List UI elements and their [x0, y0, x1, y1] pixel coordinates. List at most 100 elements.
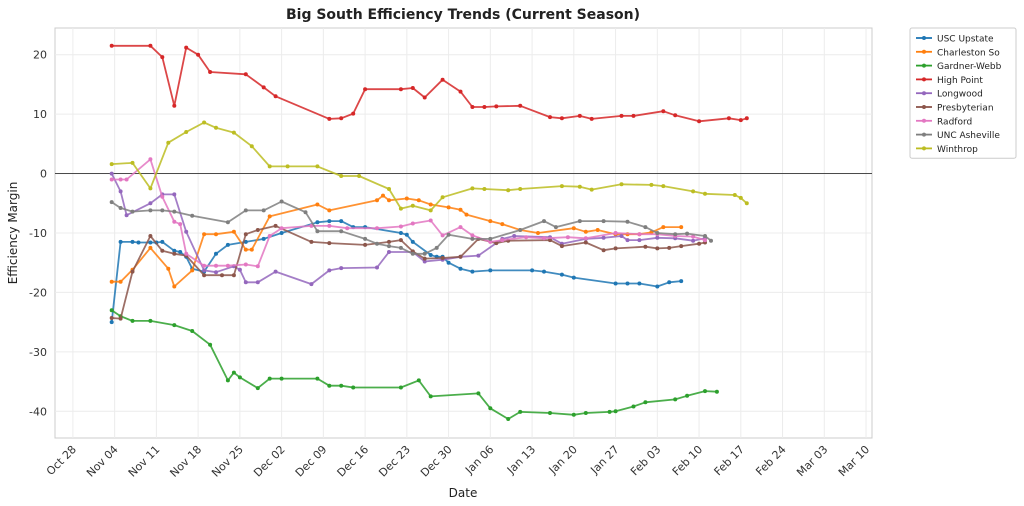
data-point-charleston-so: [428, 202, 433, 207]
series-line-presbyterian: [111, 224, 706, 320]
data-point-unc-asheville: [601, 219, 606, 224]
data-point-charleston-so: [446, 205, 451, 210]
data-point-unc-asheville: [434, 245, 439, 250]
data-point-high-point: [440, 77, 445, 82]
data-point-high-point: [458, 89, 463, 94]
data-point-gardner-webb: [416, 378, 421, 383]
data-point-usc-upstate: [613, 281, 618, 286]
data-point-gardner-webb: [208, 342, 213, 347]
data-point-winthrop: [559, 184, 564, 189]
data-point-winthrop: [691, 189, 696, 194]
data-point-presbyterian: [398, 238, 403, 243]
data-point-presbyterian: [109, 316, 114, 320]
data-point-presbyterian: [160, 248, 165, 253]
data-point-presbyterian: [118, 316, 123, 321]
data-point-presbyterian: [613, 246, 618, 251]
data-point-gardner-webb: [685, 393, 690, 398]
legend-label-longwood: Longwood: [937, 90, 983, 100]
data-point-charleston-so: [231, 229, 236, 234]
data-point-charleston-so: [166, 266, 171, 271]
data-point-gardner-webb: [714, 389, 719, 394]
data-point-high-point: [631, 113, 636, 118]
data-point-unc-asheville: [387, 244, 391, 249]
data-point-charleston-so: [327, 208, 332, 213]
data-point-high-point: [273, 94, 278, 99]
data-point-usc-upstate: [136, 240, 141, 245]
data-point-unc-asheville: [542, 219, 546, 224]
data-point-gardner-webb: [351, 385, 356, 390]
y-tick-label: 20: [33, 49, 47, 62]
legend-marker-charleston-so: [922, 49, 926, 54]
data-point-high-point: [243, 72, 248, 77]
data-point-winthrop: [398, 206, 403, 211]
data-point-radford: [524, 235, 529, 240]
data-point-gardner-webb: [148, 318, 153, 323]
data-point-winthrop: [440, 195, 445, 200]
data-point-charleston-so: [500, 222, 505, 227]
data-point-radford: [613, 231, 618, 235]
data-point-presbyterian: [440, 256, 445, 260]
data-point-charleston-so: [214, 232, 218, 237]
data-point-charleston-so: [249, 247, 254, 252]
data-point-winthrop: [387, 187, 391, 191]
data-point-longwood: [619, 234, 624, 238]
x-tick-label: Dec 30: [418, 443, 455, 480]
y-tick-label: 0: [40, 168, 47, 181]
data-point-usc-upstate: [148, 240, 153, 245]
data-point-radford: [500, 238, 505, 243]
data-point-longwood: [109, 171, 114, 176]
x-tick-label: Jan 06: [462, 443, 496, 477]
data-point-presbyterian: [130, 269, 135, 274]
data-point-presbyterian: [643, 244, 648, 249]
data-point-high-point: [589, 116, 594, 121]
data-point-usc-upstate: [488, 268, 493, 273]
data-point-winthrop: [470, 186, 475, 191]
data-point-radford: [172, 219, 177, 224]
data-point-radford: [124, 177, 129, 182]
data-point-usc-upstate: [109, 320, 114, 325]
data-point-presbyterian: [309, 239, 314, 244]
y-tick-label: -10: [29, 227, 47, 240]
x-tick-label: Feb 24: [753, 443, 788, 478]
data-point-high-point: [109, 43, 114, 48]
data-point-unc-asheville: [243, 208, 248, 213]
data-point-radford: [703, 238, 707, 243]
data-point-presbyterian: [583, 240, 588, 245]
data-point-usc-upstate: [225, 242, 230, 247]
data-point-winthrop: [202, 120, 207, 125]
data-point-usc-upstate: [637, 281, 642, 286]
data-point-longwood: [691, 238, 696, 243]
data-point-usc-upstate: [667, 280, 672, 285]
data-point-winthrop: [589, 187, 594, 192]
legend-marker-winthrop: [922, 146, 926, 151]
data-point-high-point: [494, 104, 499, 109]
data-point-high-point: [738, 118, 743, 123]
data-point-unc-asheville: [488, 236, 493, 241]
legend-marker-usc-upstate: [922, 36, 926, 40]
legend-label-high-point: High Point: [937, 76, 983, 86]
data-point-charleston-so: [243, 247, 248, 252]
data-point-longwood: [273, 269, 278, 274]
data-point-usc-upstate: [655, 284, 660, 289]
data-point-charleston-so: [661, 225, 666, 230]
data-point-gardner-webb: [506, 417, 511, 421]
data-point-usc-upstate: [410, 239, 415, 244]
data-point-gardner-webb: [518, 409, 523, 414]
x-tick-label: Nov 18: [167, 443, 204, 480]
data-point-unc-asheville: [577, 219, 582, 224]
data-point-usc-upstate: [214, 251, 218, 256]
data-point-winthrop: [738, 195, 743, 200]
legend-marker-longwood: [922, 91, 926, 96]
data-point-radford: [202, 263, 207, 268]
data-point-unc-asheville: [315, 229, 320, 234]
data-point-gardner-webb: [172, 323, 177, 328]
data-point-gardner-webb: [476, 391, 481, 396]
data-point-longwood: [255, 280, 260, 285]
data-point-longwood: [237, 267, 242, 272]
data-point-winthrop: [184, 130, 189, 134]
data-point-usc-upstate: [398, 231, 403, 235]
data-point-charleston-so: [387, 198, 391, 203]
data-point-unc-asheville: [398, 245, 403, 250]
data-point-unc-asheville: [172, 209, 177, 214]
data-point-high-point: [261, 85, 266, 90]
